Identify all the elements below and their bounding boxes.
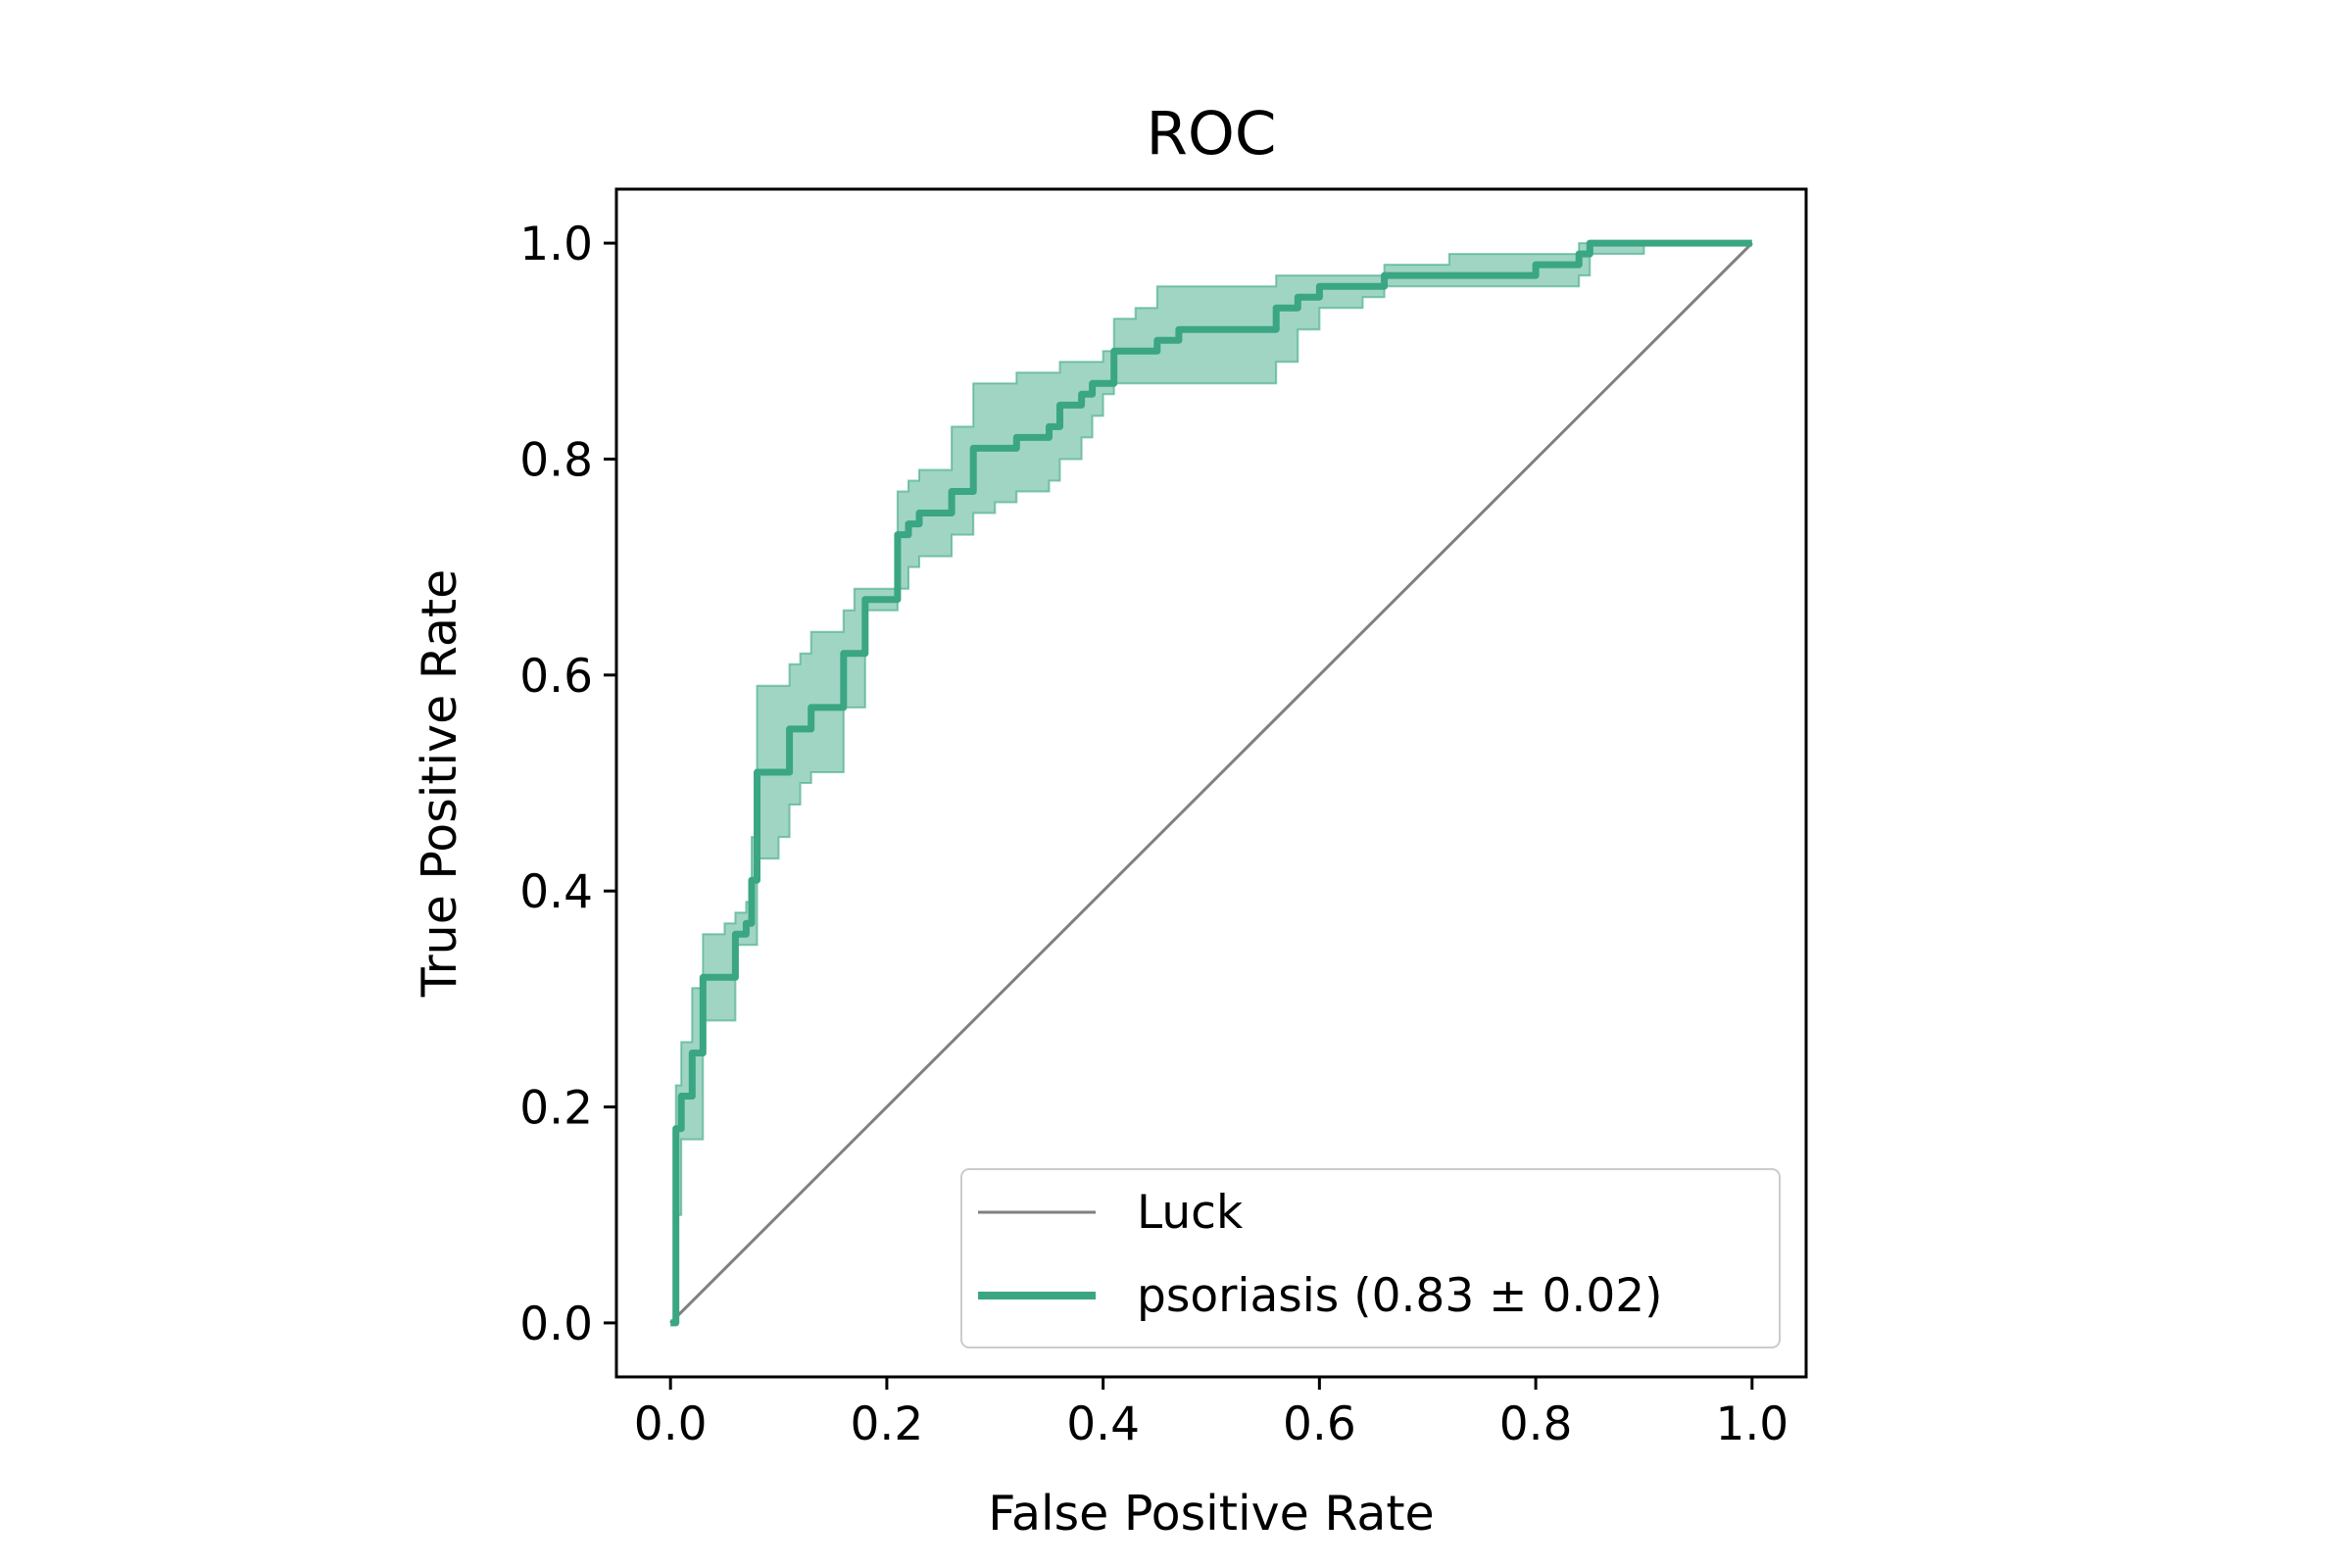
x-tick-label: 0.4 <box>1066 1397 1140 1451</box>
y-tick-label: 0.4 <box>519 865 593 919</box>
x-axis: 0.0 0.2 0.4 0.6 0.8 1.0 <box>634 1377 1788 1451</box>
y-tick-label: 0.6 <box>519 650 593 704</box>
y-tick-label: 0.2 <box>519 1082 593 1136</box>
x-axis-title: False Positive Rate <box>988 1486 1434 1542</box>
x-tick-label: 0.6 <box>1283 1397 1356 1451</box>
y-tick-label: 0.8 <box>519 433 593 487</box>
legend: Luck psoriasis (0.83 ± 0.02) <box>960 1168 1781 1348</box>
legend-box <box>960 1168 1781 1348</box>
axes-frame <box>614 187 1808 1379</box>
y-tick-label: 1.0 <box>519 218 593 271</box>
x-tick-label: 0.2 <box>851 1397 924 1451</box>
x-tick-label: 0.0 <box>634 1397 708 1451</box>
x-tick-label: 0.8 <box>1499 1397 1573 1451</box>
x-tick-label: 1.0 <box>1715 1397 1788 1451</box>
y-tick-label: 0.0 <box>519 1298 593 1351</box>
y-axis-title: True Positive Rate <box>412 569 467 998</box>
luck-line <box>669 242 1753 1324</box>
legend-psoriasis-label: psoriasis (0.83 ± 0.02) <box>1137 1269 1662 1323</box>
plot-area <box>669 239 1753 1327</box>
chart-title: ROC <box>1147 99 1277 169</box>
psoriasis-roc-line <box>670 239 1752 1327</box>
y-axis: 0.0 0.2 0.4 0.6 0.8 1.0 <box>519 218 616 1351</box>
legend-luck-label: Luck <box>1137 1186 1244 1240</box>
